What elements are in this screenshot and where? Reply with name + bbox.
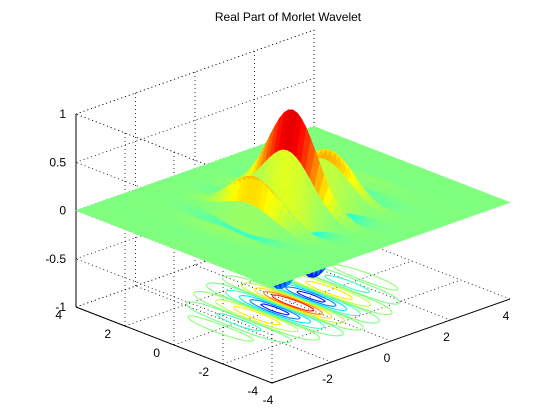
x-tick-label: -4 <box>263 393 274 407</box>
surface-patch <box>499 200 511 205</box>
z-tick-label: -0.5 <box>45 252 66 266</box>
contour-line <box>238 282 348 324</box>
y-axis-line <box>75 306 273 384</box>
axis-ticks: -1 -0.5 0 0.5 1 -4 -2 0 2 4 -4 -2 0 2 4 <box>45 107 509 407</box>
z-tick-label: 0 <box>59 204 66 218</box>
z-tick-label: -1 <box>55 300 66 314</box>
contour-line <box>187 264 399 342</box>
contour-line <box>233 280 353 326</box>
x-tick-label: 2 <box>443 330 450 344</box>
contour-line <box>215 273 371 333</box>
x-tick-label: 4 <box>503 309 510 323</box>
y-tick-label: 4 <box>55 308 62 322</box>
contour-line <box>249 286 337 320</box>
contour-line <box>271 294 315 312</box>
contour-line <box>263 291 323 315</box>
z-tick-label: 0.5 <box>49 155 66 169</box>
contour-line <box>260 290 326 316</box>
x-tick-label: -2 <box>322 372 333 386</box>
y-tick-label: -2 <box>198 365 209 379</box>
x-tick-label: 0 <box>384 351 391 365</box>
chart-title: Real Part of Morlet Wavelet <box>215 10 362 24</box>
x-axis-line <box>271 298 511 384</box>
wavelet-surface <box>75 109 511 290</box>
y-tick-label: 0 <box>153 346 160 360</box>
z-tick-label: 1 <box>59 107 66 121</box>
y-tick-label: 2 <box>104 327 111 341</box>
y-tick-label: -4 <box>247 384 258 398</box>
